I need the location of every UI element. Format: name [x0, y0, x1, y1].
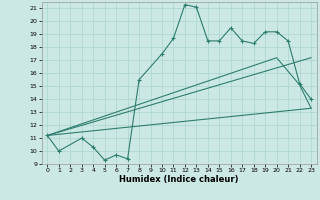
X-axis label: Humidex (Indice chaleur): Humidex (Indice chaleur) [119, 175, 239, 184]
